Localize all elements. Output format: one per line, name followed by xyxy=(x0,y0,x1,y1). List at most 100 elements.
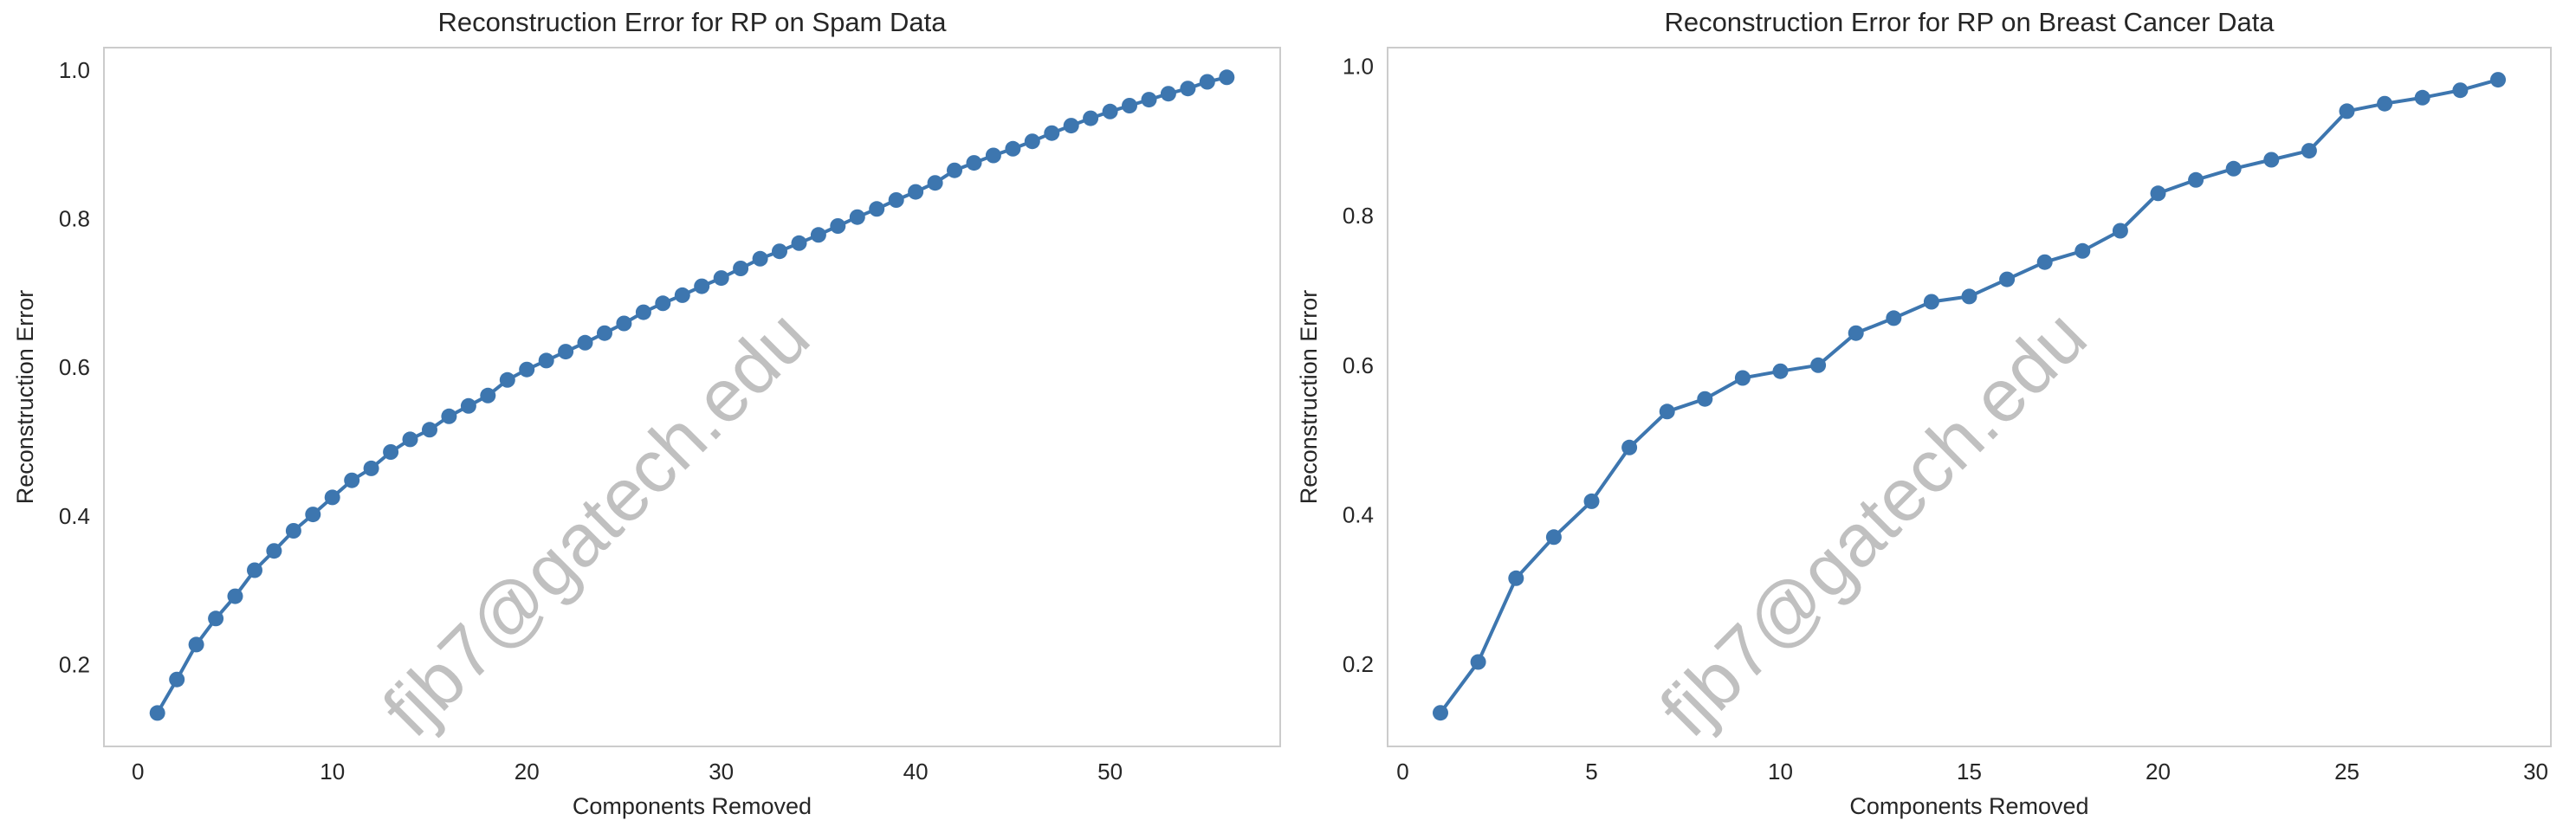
watermark-text: fjb7@gatech.edu xyxy=(367,294,825,752)
data-point xyxy=(344,472,360,488)
data-point xyxy=(1923,294,1939,310)
x-tick-label: 5 xyxy=(1585,759,1597,785)
data-point xyxy=(1199,74,1215,90)
data-point xyxy=(1470,654,1486,670)
y-tick-label: 1.0 xyxy=(59,57,90,83)
data-point xyxy=(519,361,535,378)
data-point xyxy=(713,270,729,287)
data-point xyxy=(2074,242,2091,259)
x-tick-label: 0 xyxy=(132,759,144,785)
data-point xyxy=(2377,95,2393,112)
y-tick-label: 0.2 xyxy=(1343,651,1374,677)
data-point xyxy=(616,315,632,332)
x-tick-label: 20 xyxy=(515,759,540,785)
data-point xyxy=(227,588,243,604)
x-tick-label: 0 xyxy=(1396,759,1408,785)
data-point xyxy=(635,304,651,320)
data-point xyxy=(1102,103,1118,119)
y-tick-label: 0.4 xyxy=(59,503,90,529)
data-point xyxy=(830,218,846,234)
data-point xyxy=(208,610,224,627)
y-axis-label: Reconstruction Error xyxy=(12,290,38,505)
data-point xyxy=(266,543,282,559)
x-tick-label: 25 xyxy=(2334,759,2359,785)
data-point xyxy=(674,287,690,303)
data-point xyxy=(402,431,418,448)
data-point xyxy=(791,235,807,251)
data-point xyxy=(1219,69,1235,86)
x-tick-label: 30 xyxy=(2523,759,2548,785)
data-point xyxy=(169,671,185,688)
data-point xyxy=(2414,89,2430,106)
x-tick-label: 40 xyxy=(903,759,929,785)
x-tick-label: 10 xyxy=(320,759,345,785)
data-point xyxy=(480,387,496,404)
data-point xyxy=(1621,439,1638,455)
data-point xyxy=(1810,357,1827,373)
chart-title: Reconstruction Error for RP on Spam Data xyxy=(438,7,948,37)
data-point xyxy=(1005,140,1021,157)
data-point xyxy=(1433,705,1448,721)
data-point xyxy=(1508,570,1524,586)
data-point xyxy=(1697,391,1713,407)
y-tick-label: 0.4 xyxy=(1343,501,1374,527)
x-tick-label: 15 xyxy=(1957,759,1982,785)
data-point xyxy=(247,562,262,578)
data-point xyxy=(752,250,768,267)
data-point xyxy=(558,344,574,360)
data-point xyxy=(869,201,885,217)
data-point xyxy=(2490,72,2506,88)
data-point xyxy=(849,209,865,225)
chart-panel-1: Reconstruction Error for RP on Spam Data… xyxy=(12,7,1281,819)
y-tick-label: 0.6 xyxy=(59,354,90,380)
data-point xyxy=(1961,288,1977,305)
data-point xyxy=(810,227,826,243)
data-point xyxy=(888,192,904,208)
y-axis-label: Reconstruction Error xyxy=(1296,290,1322,505)
data-point xyxy=(2339,103,2355,119)
data-point xyxy=(1999,271,2016,287)
data-point xyxy=(1044,125,1060,141)
x-tick-label: 20 xyxy=(2146,759,2171,785)
data-point xyxy=(305,507,321,523)
data-point xyxy=(285,523,301,539)
data-point xyxy=(188,636,204,653)
data-point xyxy=(2301,143,2317,159)
data-point xyxy=(577,334,593,351)
data-point xyxy=(499,371,515,388)
data-point xyxy=(2188,171,2204,188)
data-point xyxy=(985,147,1001,164)
data-point xyxy=(2112,223,2128,239)
data-point xyxy=(1122,98,1137,113)
data-point xyxy=(947,162,962,178)
x-axis-label: Components Removed xyxy=(573,793,812,819)
data-point xyxy=(324,489,340,506)
data-point xyxy=(1545,529,1562,546)
data-point xyxy=(2452,82,2469,99)
data-point xyxy=(1063,118,1079,134)
data-point xyxy=(1848,325,1864,341)
data-point xyxy=(2263,152,2280,168)
data-point xyxy=(1141,92,1157,108)
data-point xyxy=(597,325,612,341)
data-point xyxy=(966,155,982,171)
data-point xyxy=(149,705,165,721)
data-point xyxy=(363,460,379,476)
data-point xyxy=(772,243,787,260)
y-tick-label: 1.0 xyxy=(1343,54,1374,80)
x-tick-label: 10 xyxy=(1768,759,1793,785)
plot-frame xyxy=(103,47,1281,747)
x-tick-label: 50 xyxy=(1097,759,1123,785)
x-tick-label: 30 xyxy=(709,759,734,785)
chart-title: Reconstruction Error for RP on Breast Ca… xyxy=(1664,7,2275,37)
data-point xyxy=(1180,81,1196,97)
data-point xyxy=(383,444,399,460)
y-tick-label: 0.8 xyxy=(59,205,90,231)
data-point xyxy=(538,352,554,369)
plot-frame xyxy=(1387,47,2552,747)
data-point xyxy=(655,295,671,312)
y-tick-label: 0.6 xyxy=(1343,352,1374,378)
data-point xyxy=(733,261,749,276)
watermark-text: fjb7@gatech.edu xyxy=(1645,294,2103,752)
